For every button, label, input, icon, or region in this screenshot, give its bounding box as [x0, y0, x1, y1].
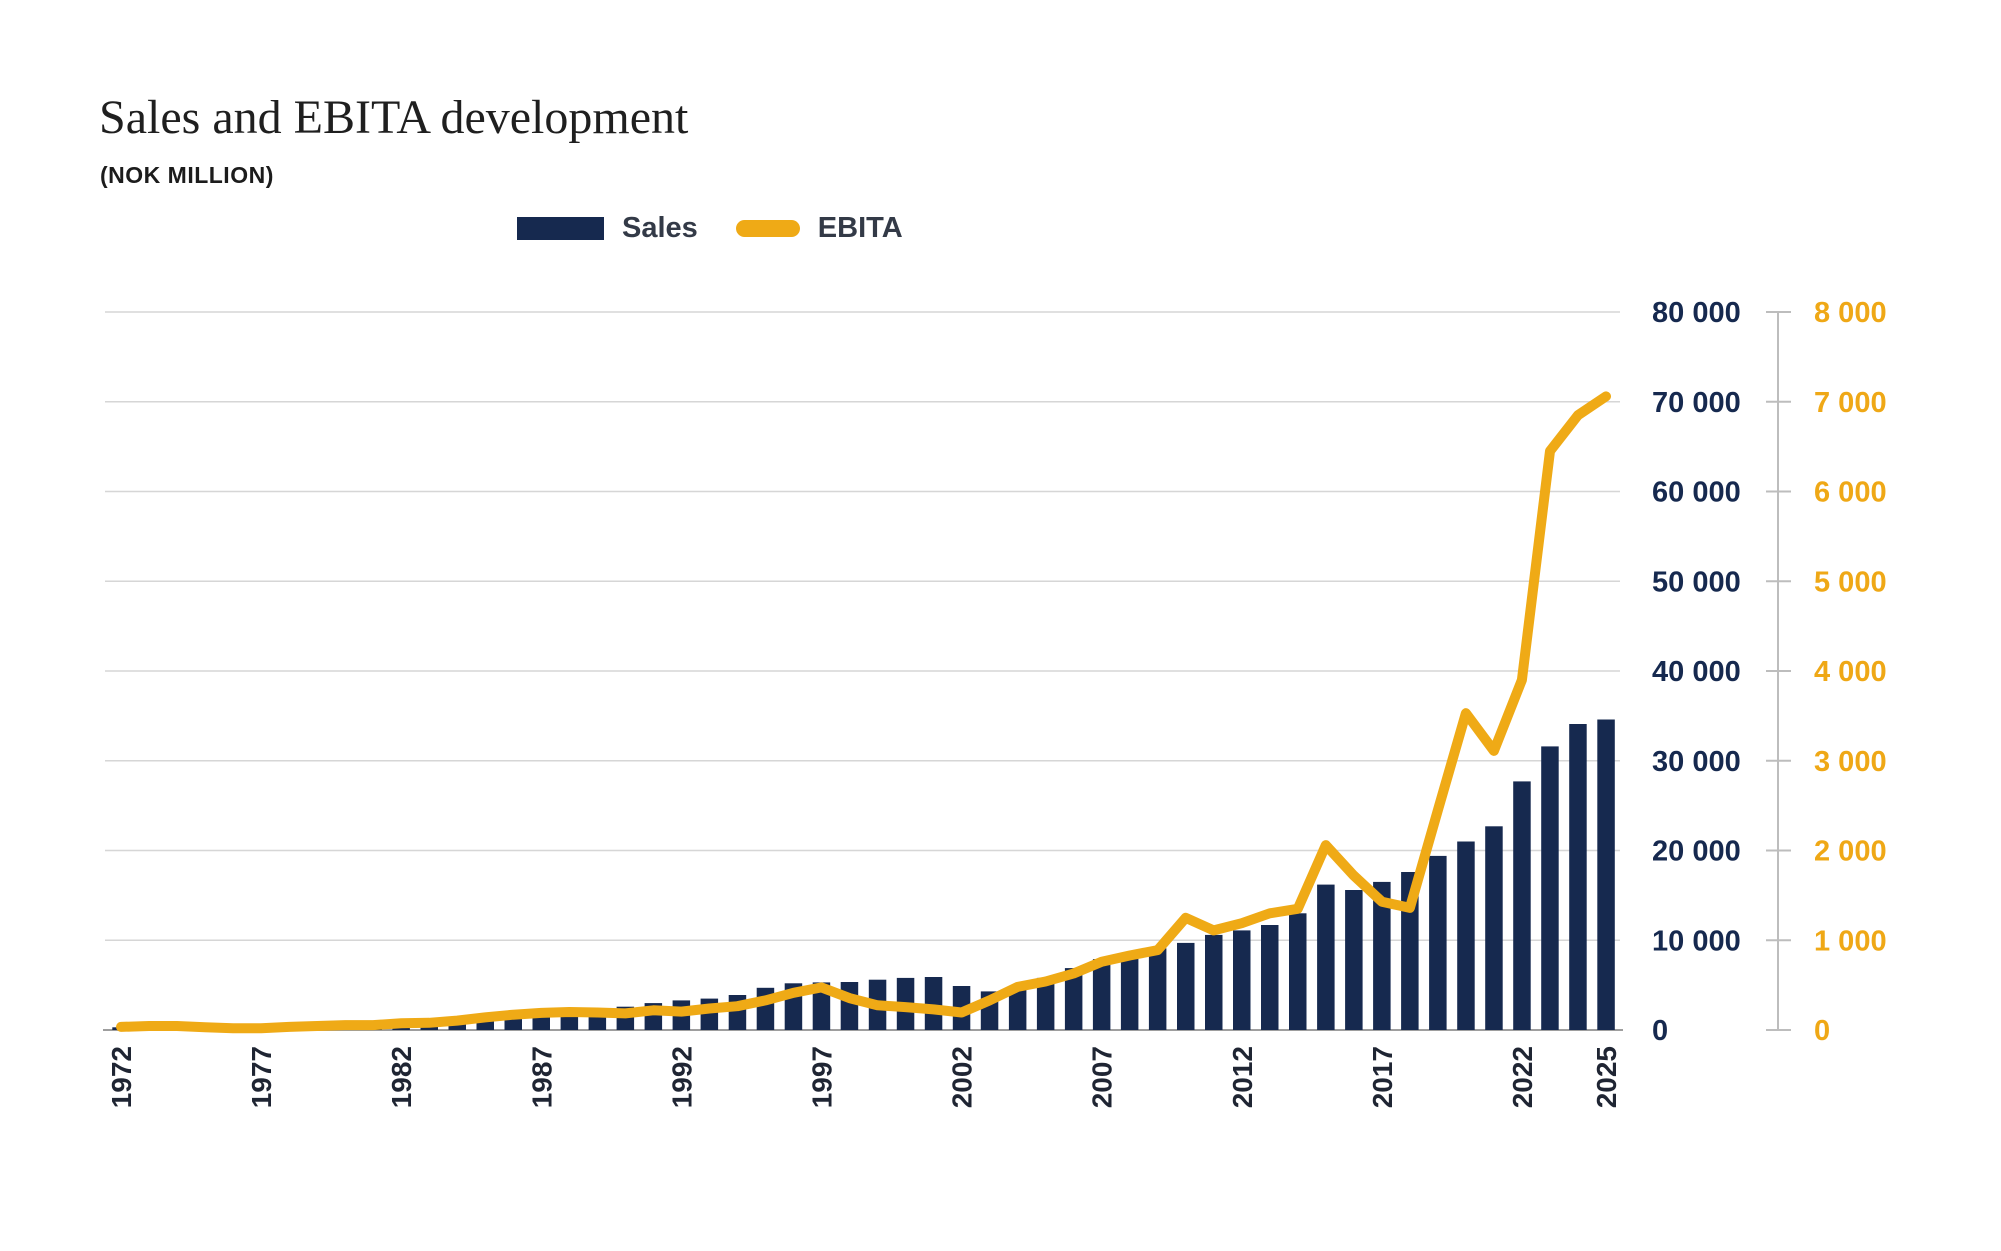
sales-bar-2020: [1457, 841, 1475, 1030]
sales-axis-tick-label: 80 000: [1652, 297, 1741, 329]
sales-bar-1998: [840, 982, 859, 1030]
ebita-axis-tick-label: 4 000: [1814, 656, 1887, 688]
x-axis-year-label: 1977: [246, 1046, 277, 1108]
ebita-line: [116, 391, 1611, 1034]
legend-label-ebita: EBITA: [817, 212, 903, 244]
chart-subtitle: (NOK MILLION): [100, 162, 274, 188]
sales-bar-2025: [1597, 719, 1615, 1030]
sales-axis-tick-label: 0: [1652, 1015, 1668, 1047]
sales-bar-2005: [1036, 977, 1055, 1030]
sales-axis-labels: 80 000 70 000 60 000 50 000 40 000 30 000 20 0…: [1652, 297, 1741, 1047]
sales-axis-tick-label: 20 000: [1652, 836, 1741, 868]
legend-label-sales: Sales: [622, 212, 698, 244]
ebita-axis-tick-label: 2 000: [1814, 836, 1887, 868]
ebita-axis-tick-label: 0: [1814, 1015, 1830, 1047]
x-axis-year-label: 1997: [807, 1046, 838, 1108]
sales-bar-2021: [1485, 826, 1503, 1030]
sales-axis-tick-label: 30 000: [1652, 746, 1741, 778]
sales-axis-tick-label: 70 000: [1652, 387, 1741, 419]
sales-bar-2015: [1317, 884, 1335, 1030]
sales-axis-tick-label: 60 000: [1652, 477, 1741, 509]
sales-bar-2016: [1345, 890, 1363, 1030]
legend-item-sales: Sales: [517, 212, 698, 245]
sales-bar-2004: [1008, 986, 1027, 1030]
sales-bar-2008: [1120, 953, 1139, 1030]
legend-item-ebita: EBITA: [735, 212, 903, 245]
sales-bar-2011: [1205, 934, 1223, 1030]
sales-bar-2012: [1233, 930, 1251, 1030]
ebita-axis-tick-label: 1 000: [1814, 925, 1887, 957]
sales-bars: [112, 719, 1615, 1030]
x-axis-year-label: 1992: [666, 1046, 697, 1108]
sales-bar-2014: [1289, 913, 1307, 1030]
sales-bar-2006: [1064, 968, 1083, 1030]
sales-bar-2017: [1373, 881, 1391, 1030]
x-axis-year-label: 2017: [1367, 1046, 1398, 1108]
x-axis-year-label: 2022: [1507, 1046, 1538, 1108]
ebita-axis-tick-label: 5 000: [1814, 566, 1887, 598]
x-axis-year-label: 2007: [1087, 1046, 1118, 1108]
x-axis-labels: 1972 1977 1982 1987 1992 1997 2002 2007 2012 2017…: [106, 1046, 1622, 1108]
ebita-axis-tick-label: 8 000: [1814, 297, 1887, 329]
ebita-axis-tick-label: 3 000: [1814, 746, 1887, 778]
sales-bar-2010: [1177, 942, 1195, 1030]
sales-axis-tick-label: 40 000: [1652, 656, 1741, 688]
sales-bar-2013: [1261, 925, 1279, 1030]
x-axis-year-label: 2012: [1227, 1046, 1258, 1108]
sales-swatch-icon: [517, 217, 604, 240]
chart-title: Sales and EBITA development: [99, 91, 689, 144]
right-axis-spine: [1766, 311, 1791, 1031]
legend: Sales EBITA: [517, 212, 903, 245]
gridlines: [103, 311, 1623, 1031]
sales-bar-2019: [1429, 855, 1447, 1030]
ebita-axis-tick-label: 7 000: [1814, 387, 1887, 419]
sales-bar-2024: [1569, 724, 1587, 1030]
x-axis-year-label: 1982: [386, 1046, 417, 1108]
sales-axis-tick-label: 10 000: [1652, 925, 1741, 957]
sales-bar-2022: [1513, 781, 1531, 1030]
x-axis-year-label: 2025: [1591, 1046, 1622, 1108]
sales-bar-2009: [1148, 948, 1167, 1030]
x-axis-year-label: 2002: [947, 1046, 978, 1108]
x-axis-year-label: 1987: [526, 1046, 557, 1108]
x-axis-year-label: 1972: [106, 1046, 137, 1108]
sales-bar-2007: [1092, 959, 1111, 1030]
sales-bar-2023: [1541, 746, 1559, 1030]
ebita-axis-labels: 8 000 7 000 6 000 5 000 4 000 3 000 2 000 1 000…: [1814, 297, 1887, 1047]
sales-axis-tick-label: 50 000: [1652, 566, 1741, 598]
sales-bar-2001: [924, 977, 943, 1030]
ebita-axis-tick-label: 6 000: [1814, 477, 1887, 509]
ebita-swatch-icon: [735, 220, 800, 237]
